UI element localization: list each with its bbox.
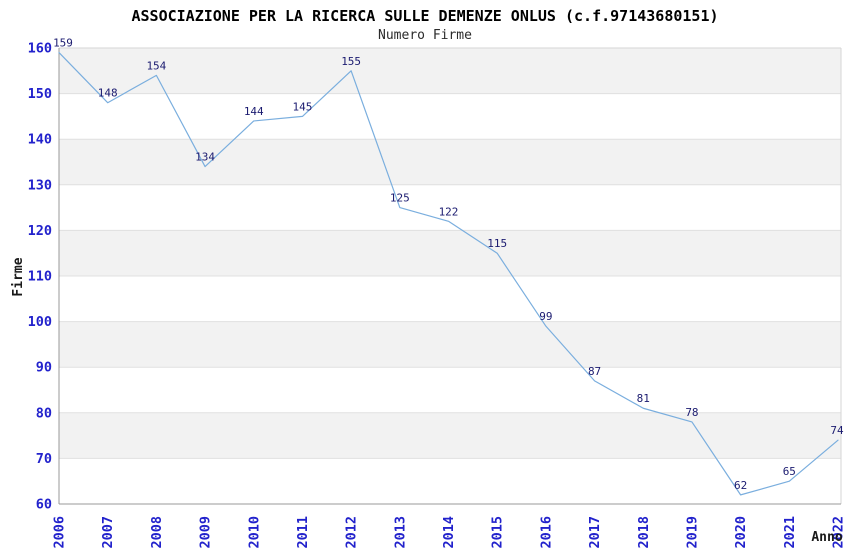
x-tick-label: 2006: [52, 516, 68, 549]
point-label: 122: [439, 205, 459, 218]
x-tick-label: 2010: [246, 516, 262, 549]
point-label: 115: [487, 237, 507, 250]
x-tick-label: 2018: [636, 516, 652, 549]
x-tick-label: 2017: [587, 516, 603, 549]
point-label: 148: [98, 87, 118, 100]
point-label: 145: [293, 100, 313, 113]
point-label: 65: [783, 465, 796, 478]
x-tick-label: 2015: [490, 516, 506, 549]
point-label: 125: [390, 192, 410, 205]
band: [59, 139, 841, 185]
x-tick-label: 2013: [392, 516, 408, 549]
y-tick-label: 60: [36, 497, 52, 513]
y-tick-label: 110: [28, 269, 52, 285]
x-tick-label: 2016: [538, 516, 554, 549]
x-tick-label: 2014: [441, 516, 457, 549]
chart-subtitle: Numero Firme: [378, 28, 472, 43]
point-label: 78: [685, 406, 698, 419]
y-tick-label: 70: [36, 451, 52, 467]
x-tick-label: 2022: [831, 516, 847, 549]
data-line: [58, 51, 839, 496]
x-tick-label: 2011: [295, 516, 311, 549]
y-axis-title: Firme: [11, 257, 26, 296]
x-tick-label: 2021: [782, 516, 798, 549]
gridlines: [59, 93, 841, 459]
y-tick-label: 80: [36, 405, 52, 421]
x-tick-label: 2007: [100, 516, 116, 549]
y-tick-label: 130: [28, 177, 52, 193]
y-tick-label: 160: [28, 41, 52, 57]
y-tick-labels: 60 70 80 90 100 110 120 130 140 150 160: [28, 41, 52, 513]
x-tick-label: 2019: [684, 516, 700, 549]
point-label: 159: [53, 37, 73, 50]
y-tick-label: 120: [28, 223, 52, 239]
band: [59, 321, 841, 368]
point-label: 134: [195, 151, 215, 164]
point-label: 155: [341, 55, 361, 68]
x-tick-label: 2012: [344, 516, 360, 549]
y-tick-label: 150: [28, 86, 52, 102]
y-tick-label: 100: [28, 314, 52, 330]
point-label: 154: [146, 59, 166, 72]
point-label: 99: [539, 310, 552, 323]
point-label: 62: [734, 479, 747, 492]
chart-title: ASSOCIAZIONE PER LA RICERCA SULLE DEMENZ…: [131, 7, 719, 25]
y-tick-label: 140: [28, 132, 52, 148]
band: [59, 230, 841, 276]
point-labels: 159 148 154 134 144 145 155 125 122 115 99 87 81 78 62…: [53, 37, 844, 492]
x-tick-labels: 2006 2007 2008 2009 2010 2011 2012 2013 2014 2015…: [52, 516, 847, 549]
band: [59, 412, 841, 459]
x-tick-label: 2020: [733, 516, 749, 549]
background-bands: [59, 48, 841, 459]
point-label: 87: [588, 365, 601, 378]
point-label: 144: [244, 105, 264, 118]
x-axis-title: Anno: [811, 530, 842, 545]
point-label: 74: [830, 424, 844, 437]
band: [59, 48, 841, 94]
point-label: 81: [637, 392, 650, 405]
y-tick-label: 90: [36, 360, 52, 376]
x-tick-label: 2009: [198, 516, 214, 549]
x-tick-label: 2008: [149, 516, 165, 549]
